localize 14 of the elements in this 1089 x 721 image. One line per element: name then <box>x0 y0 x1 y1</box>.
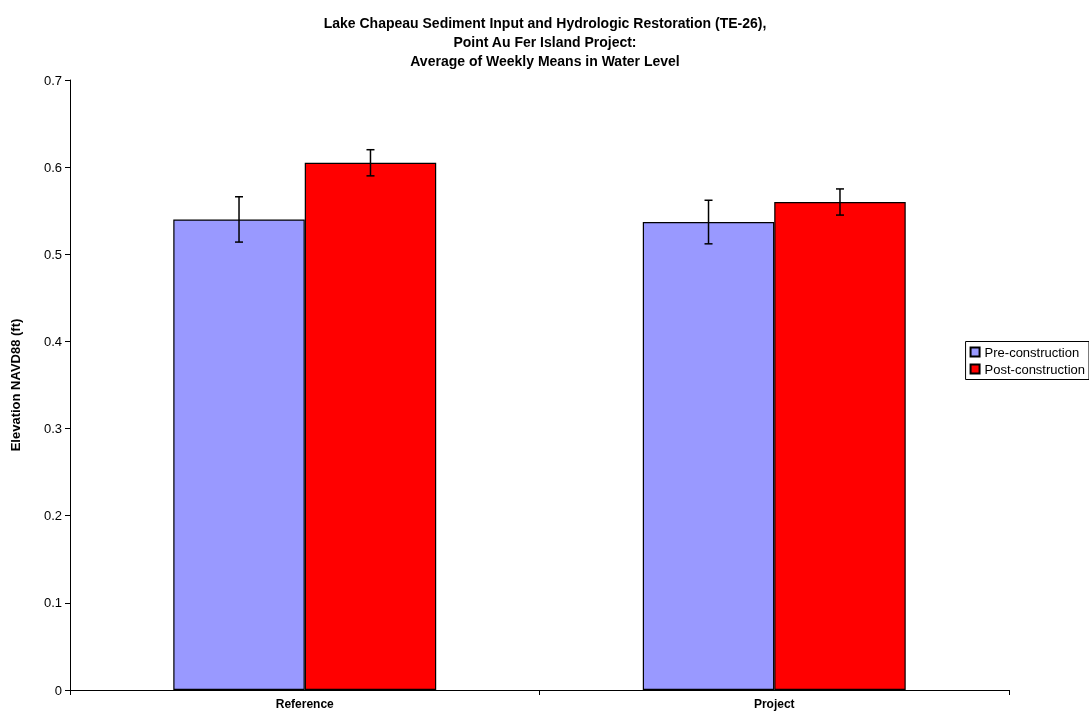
legend-label: Pre-construction <box>984 344 1080 360</box>
y-axis-title: Elevation NAVD88 (ft) <box>8 318 23 452</box>
y-tick-label: 0 <box>54 682 62 698</box>
y-tick-label: 0.1 <box>43 595 62 611</box>
x-tick-label: Reference <box>275 697 335 711</box>
y-tick-label: 0.3 <box>43 421 62 437</box>
y-tick-label: 0.4 <box>43 333 62 349</box>
y-tick-label: 0.5 <box>43 246 62 262</box>
y-tick-label: 0.7 <box>43 72 62 88</box>
x-tick-label: Project <box>753 697 795 711</box>
legend-label: Post-construction <box>984 361 1085 377</box>
y-tick-label: 0.2 <box>43 508 62 524</box>
y-tick-label: 0.6 <box>43 159 62 175</box>
chart-title: Lake Chapeau Sediment Input and Hydrologic Restoration (TE-26), Point Au Fer Island Project: Average of Weekly Means in Water Level <box>323 14 767 69</box>
